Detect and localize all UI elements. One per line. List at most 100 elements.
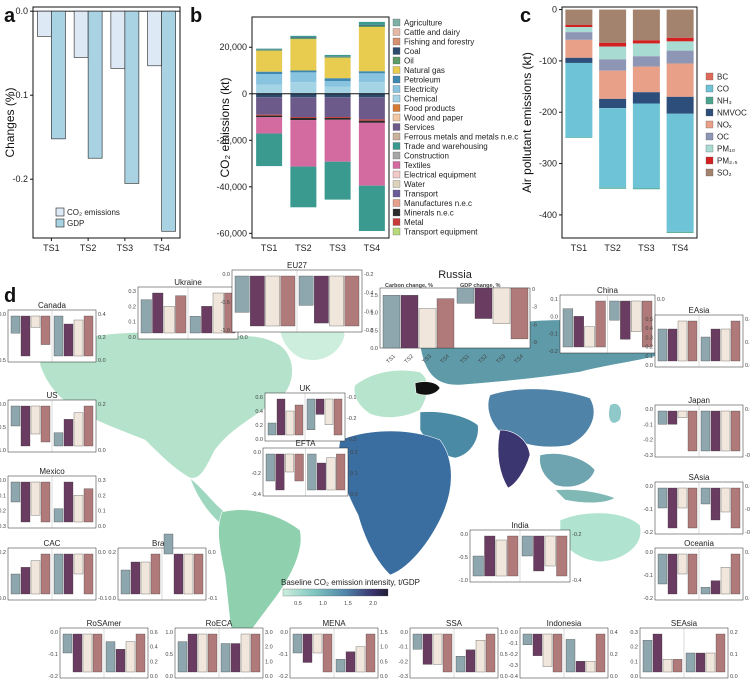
bar-segment xyxy=(256,97,283,115)
carbon-bar xyxy=(177,641,188,673)
bar-segment xyxy=(358,82,385,94)
legend-label: Trade and warehousing xyxy=(404,142,488,151)
inset-tick-left: -0.1 xyxy=(0,493,6,499)
legend-swatch xyxy=(392,123,401,131)
inset-india: India 0.0 -0.5 -1.0 -0.2 -0.4 xyxy=(459,521,582,584)
y-axis-label: Air pollutant emissions (kt) xyxy=(520,52,534,193)
legend-label: Natural gas xyxy=(404,66,445,75)
inset-title: UK xyxy=(299,384,311,393)
panel-c-chart: 0 -100 -200 -300 -400 TS1 TS2 TS3 TS4 Air polluta… xyxy=(520,5,698,253)
legend-label: Coal xyxy=(404,47,421,56)
gdp-bar xyxy=(125,641,136,673)
carbon-bar xyxy=(595,300,606,348)
carbon-bar xyxy=(152,292,164,334)
carbon-bar xyxy=(657,410,668,425)
inset-tick-right: 0.2 xyxy=(98,493,106,499)
bar-segment xyxy=(290,93,317,98)
bar-segment xyxy=(599,70,627,99)
carbon-bar xyxy=(197,633,208,673)
bar-segment xyxy=(565,24,593,28)
inset-tick-left: -0.4 xyxy=(509,674,518,680)
bar-segment xyxy=(358,27,385,72)
legend-label: Electricity xyxy=(404,85,438,94)
bar-segment xyxy=(599,59,627,71)
carbon-bar xyxy=(322,633,333,673)
legend-label: Fishing and forestry xyxy=(404,38,474,47)
inset-tick-right: 0.0 xyxy=(98,448,106,454)
gdp-bar xyxy=(230,643,241,673)
gdp-bar xyxy=(456,287,475,304)
bar-segment xyxy=(666,113,694,232)
x-tick-label: TS4 xyxy=(364,243,381,253)
bar-segment xyxy=(599,98,627,109)
bar-segment xyxy=(632,56,660,67)
carbon-bar xyxy=(265,453,275,482)
series-label: TS2 xyxy=(478,354,489,365)
inset-tick-left: -0.3 xyxy=(0,524,6,530)
russia-title: Russia xyxy=(438,269,473,281)
gdp-bar xyxy=(73,412,84,447)
legend-swatch xyxy=(392,189,401,198)
carbon-bar xyxy=(30,315,41,328)
gdp-bar xyxy=(105,641,116,673)
bar-segment xyxy=(666,96,694,114)
gdp-bar xyxy=(63,481,74,523)
carbon-bar xyxy=(20,481,31,523)
inset-tick-left: 0.4 xyxy=(645,326,653,332)
inset-tick-left: 0.1 xyxy=(550,297,558,303)
bar-segment xyxy=(324,117,351,118)
gdp-bar xyxy=(124,10,140,184)
panel-a-legend: CO₂ emissions GDP xyxy=(55,207,120,228)
colorbar-tick: 1.0 xyxy=(319,601,327,607)
inset-tick-right: 0.1 xyxy=(730,652,738,658)
inset-tick-right: -0.2 xyxy=(745,530,750,536)
russia-tick-right: -9 xyxy=(532,340,537,346)
inset-tick-right: 0.0 xyxy=(380,674,388,680)
plot-frame xyxy=(561,6,698,239)
carbon-bar xyxy=(285,453,295,473)
x-tick-label: TS3 xyxy=(117,243,134,253)
x-tick-label: TS1 xyxy=(43,243,60,253)
legend-swatch xyxy=(392,47,401,55)
legend-swatch xyxy=(392,132,401,141)
bar-segment xyxy=(290,37,317,38)
inset-ssa: SSA 0.0 -0.1 -0.2 -0.3 1.0 0.5 0.0 xyxy=(399,619,508,680)
inset-easia: EAsia 0.5 0.4 0.3 0.2 0.1 0.0 0.4 0.2 0.0 xyxy=(645,306,750,369)
inset-tick-right: 0.0 xyxy=(500,674,508,680)
gdp-bar xyxy=(83,488,94,523)
gdp-bar xyxy=(556,535,568,577)
inset-cac: CAC 0.2 0.0 0.0 -0.1 xyxy=(0,539,107,602)
inset-tick-left: -0.2 xyxy=(252,471,261,477)
inset-tick-right: 1.0 xyxy=(380,645,388,651)
legend-label: Manufactures n.e.c xyxy=(404,199,472,208)
inset-russia: Russia Carbon change, % GDP change, % 0.0 0.… xyxy=(370,269,537,365)
inset-title: SSA xyxy=(446,619,463,628)
inset-tick-right: 0.4 xyxy=(610,630,618,636)
inset-efta: EFTA 0.0 -0.2 -0.4 0.2 0.1 0.0 xyxy=(252,439,358,498)
legend-swatch xyxy=(55,207,65,217)
bar-segment xyxy=(256,73,283,85)
inset-tick-left: -0.3 xyxy=(399,674,408,680)
carbon-bar xyxy=(657,328,668,362)
bar-segment xyxy=(324,97,351,118)
gdp-bar xyxy=(710,580,721,595)
carbon-bar xyxy=(657,487,668,509)
inset-tick-left: -0.1 xyxy=(549,332,558,338)
y-tick-label: -60,000 xyxy=(216,228,247,238)
y-tick-label: -300 xyxy=(539,159,557,169)
gdp-bar xyxy=(161,10,176,232)
panel-label-c: c xyxy=(520,5,531,27)
bar-segment xyxy=(256,48,283,50)
inset-title: SAsia xyxy=(689,473,710,482)
inset-mexico: Mexico 0.0 -0.1 -0.2 -0.3 0.3 0.2 0.1 0.0 xyxy=(0,467,106,530)
bar-segment xyxy=(565,32,593,40)
inset-tick-left: -0.5 xyxy=(459,555,468,561)
carbon-bar xyxy=(20,405,31,447)
inset-title: Indonesia xyxy=(547,619,582,628)
gdp-bar xyxy=(475,640,486,673)
inset-tick-right: 3.0 xyxy=(265,630,273,636)
carbon-bar xyxy=(432,633,443,665)
series-label: TS3 xyxy=(422,354,433,365)
bar-segment xyxy=(565,137,593,138)
gdp-bar xyxy=(115,649,126,673)
